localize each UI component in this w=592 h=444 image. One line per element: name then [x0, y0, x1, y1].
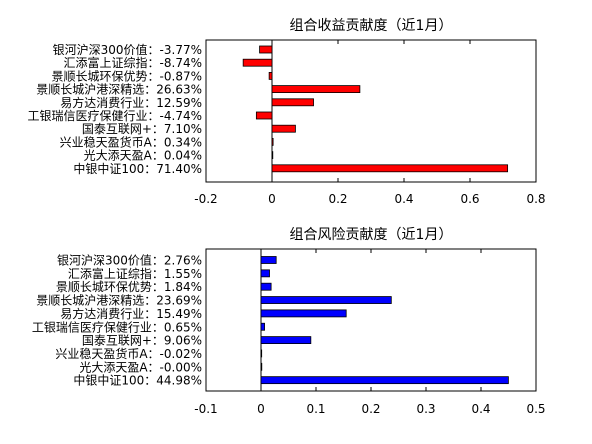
category-label-9: 中银中证100：71.40% [73, 161, 202, 176]
risk-contribution-chart: 组合风险贡献度（近1月） 银河沪深300价值：2.76%汇添富上证综指：1.55%… [32, 227, 546, 416]
bar-1 [242, 58, 273, 67]
bar-1 [260, 269, 270, 278]
x-tick-label-1: 0 [257, 402, 265, 416]
category-label-6: 国泰互联网+：7.10% [82, 122, 202, 136]
category-label-6: 国泰互联网+：9.06% [82, 334, 202, 348]
category-label-1: 汇添富上证综指：-8.74% [64, 55, 202, 70]
x-tick-label-3: 0.2 [361, 402, 380, 416]
category-label-5: 工银瑞信医疗保健行业：-4.74% [28, 109, 202, 123]
category-label-7: 兴业稳天盈货币A：-0.02% [55, 346, 202, 361]
category-label-2: 景顺长城环保优势：-0.87% [52, 69, 202, 83]
bar-9 [260, 376, 509, 385]
plot-frame [205, 39, 537, 183]
x-tick-label-4: 0.6 [460, 192, 479, 206]
x-tick-label-0: -0.1 [194, 402, 217, 416]
bar-2 [260, 282, 272, 291]
category-label-0: 银河沪深300价值：-3.77% [53, 42, 202, 57]
plot-frame [205, 248, 537, 392]
category-label-2: 景顺长城环保优势：1.84% [56, 280, 202, 294]
x-tick-label-2: 0.2 [328, 192, 347, 206]
bar-9 [271, 164, 509, 173]
category-label-1: 汇添富上证综指：1.55% [68, 266, 202, 281]
category-label-8: 光大添天盈A：0.04% [84, 149, 202, 163]
bar-7 [271, 137, 274, 146]
category-label-7: 兴业稳天盈货币A：0.34% [60, 134, 202, 149]
bar-0 [259, 45, 273, 54]
category-label-4: 易方达消费行业：12.59% [60, 95, 202, 110]
x-tick-label-0: -0.2 [194, 192, 217, 206]
bar-3 [260, 296, 392, 304]
category-label-8: 光大添天盈A：-0.00% [79, 360, 202, 374]
category-label-0: 银河沪深300价值：2.76% [57, 253, 202, 268]
chart-title: 组合收益贡献度（近1月） [290, 18, 453, 34]
category-label-3: 景顺长城沪港深精选：26.63% [36, 83, 202, 97]
category-label-9: 中银中证100：44.98% [73, 373, 202, 388]
chart-title: 组合风险贡献度（近1月） [290, 227, 453, 243]
bar-7 [260, 349, 263, 358]
category-label-3: 景顺长城沪港深精选：23.69% [36, 294, 202, 308]
bar-2 [268, 72, 273, 80]
category-label-5: 工银瑞信医疗保健行业：0.65% [32, 320, 202, 334]
x-tick-label-2: 0.1 [306, 402, 325, 416]
x-tick-label-5: 0.8 [526, 192, 545, 206]
bar-5 [255, 111, 273, 120]
x-tick-label-1: 0 [268, 192, 276, 206]
bar-5 [260, 322, 265, 331]
bar-8 [271, 151, 274, 160]
bar-4 [260, 309, 347, 318]
bar-6 [271, 124, 296, 133]
bar-6 [260, 336, 312, 345]
bar-8 [260, 362, 263, 371]
x-tick-label-3: 0.4 [394, 192, 413, 206]
bar-4 [271, 98, 314, 107]
x-tick-label-6: 0.5 [526, 402, 545, 416]
category-label-4: 易方达消费行业：15.49% [60, 306, 202, 321]
bar-3 [271, 85, 361, 93]
bar-0 [260, 256, 277, 264]
return-contribution-chart: 组合收益贡献度（近1月） 银河沪深300价值：-3.77%汇添富上证综指：-8.7… [28, 18, 546, 206]
x-tick-label-5: 0.4 [471, 402, 490, 416]
x-tick-label-4: 0.3 [416, 402, 435, 416]
